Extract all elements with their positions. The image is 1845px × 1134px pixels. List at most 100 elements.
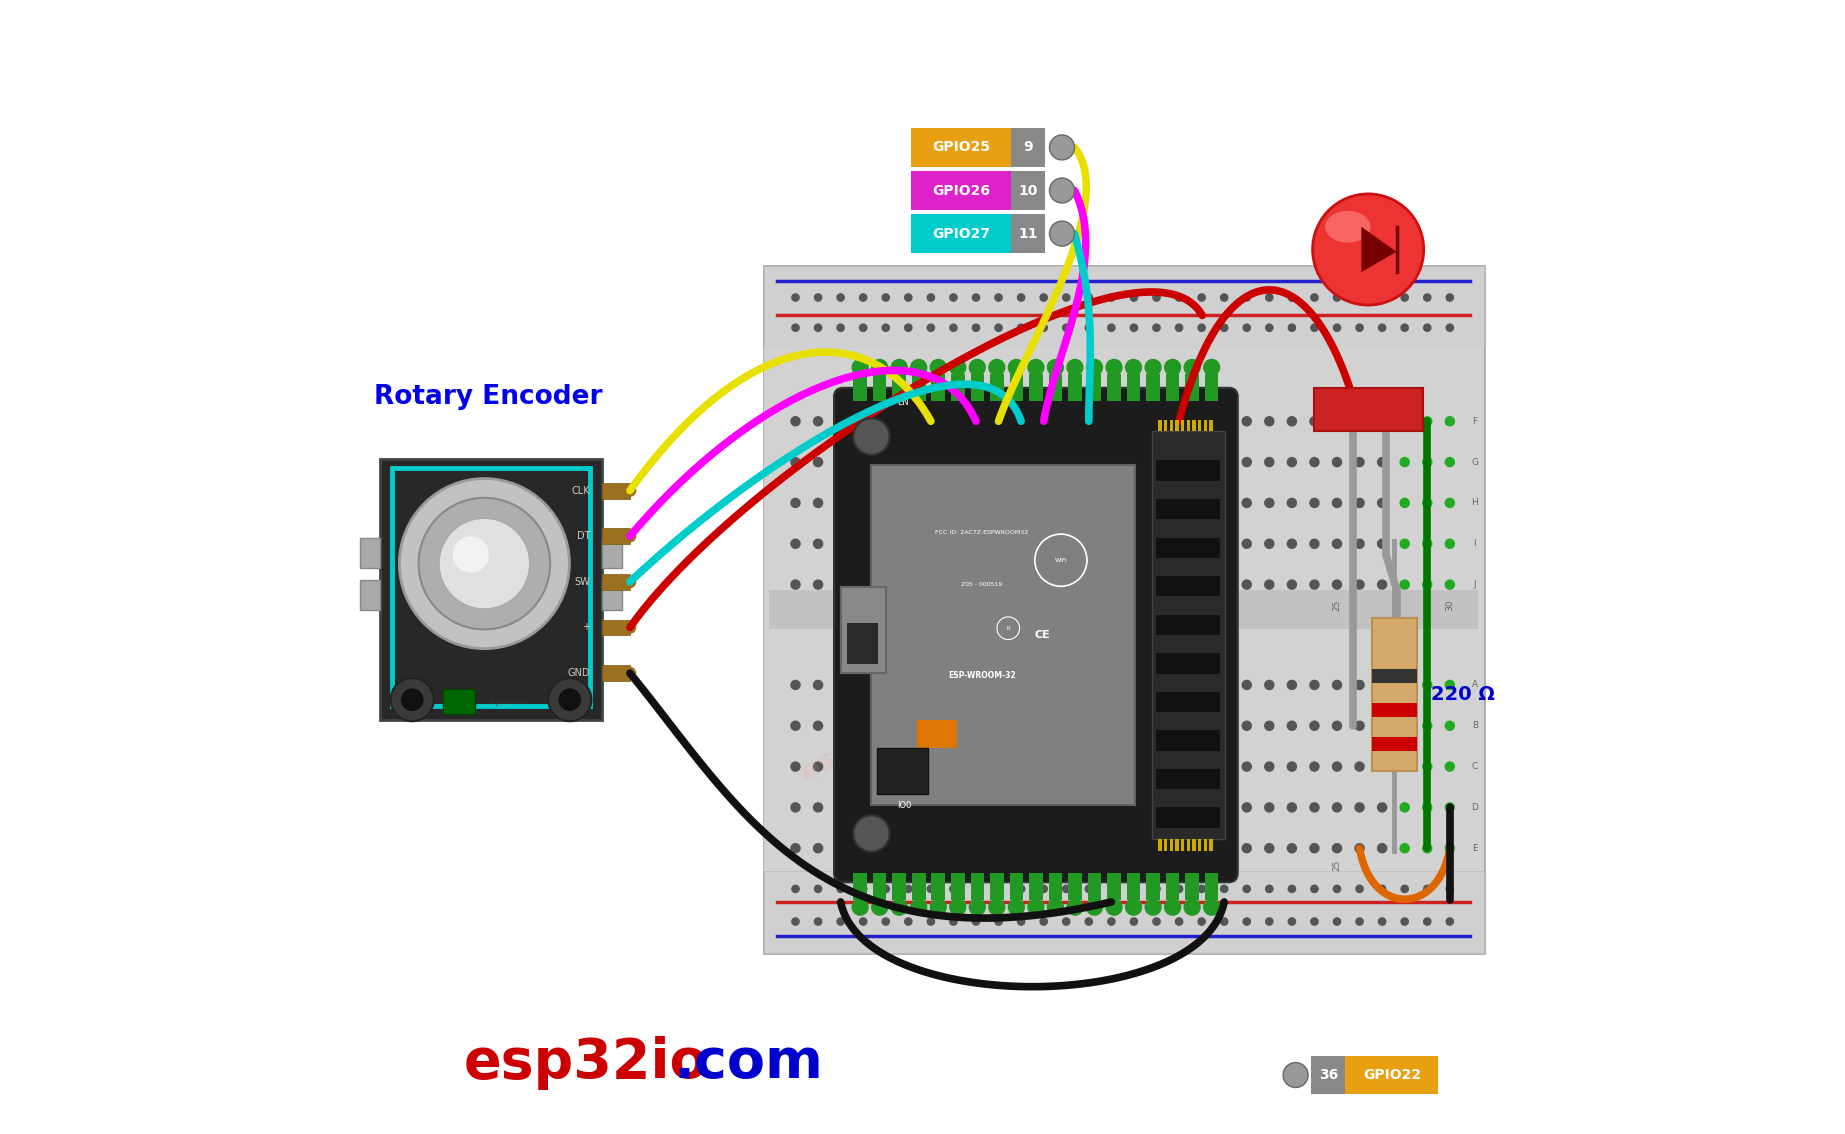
Text: 5: 5: [882, 862, 891, 869]
Circle shape: [1063, 886, 1070, 892]
Text: IO0: IO0: [897, 801, 911, 810]
Bar: [764, 871, 1483, 953]
Circle shape: [1151, 721, 1161, 730]
Bar: [873, 374, 886, 401]
Circle shape: [1310, 417, 1319, 425]
Circle shape: [860, 886, 867, 892]
Bar: [1371, 618, 1417, 771]
Circle shape: [1129, 540, 1138, 548]
Circle shape: [836, 581, 845, 590]
Circle shape: [1017, 417, 1026, 425]
Circle shape: [1220, 417, 1229, 425]
Circle shape: [1061, 417, 1070, 425]
Circle shape: [948, 581, 958, 590]
Circle shape: [1107, 680, 1116, 689]
Text: GPIO26: GPIO26: [932, 184, 991, 197]
Circle shape: [1400, 457, 1410, 467]
Circle shape: [1354, 417, 1363, 425]
Circle shape: [882, 457, 891, 467]
Circle shape: [1039, 417, 1048, 425]
Circle shape: [1085, 457, 1094, 467]
Circle shape: [1220, 540, 1229, 548]
Circle shape: [792, 457, 801, 467]
Bar: [911, 374, 926, 401]
Bar: [1011, 214, 1044, 253]
Text: 10: 10: [994, 599, 1004, 611]
Bar: [911, 214, 1011, 253]
Circle shape: [926, 803, 935, 812]
Circle shape: [1378, 680, 1387, 689]
Bar: [1170, 420, 1173, 431]
Text: CLK: CLK: [572, 485, 590, 496]
Circle shape: [882, 886, 889, 892]
Circle shape: [1446, 886, 1454, 892]
Circle shape: [904, 762, 913, 771]
Circle shape: [1009, 899, 1024, 915]
Circle shape: [1041, 917, 1048, 925]
Circle shape: [1422, 499, 1432, 508]
Circle shape: [1175, 581, 1184, 590]
Circle shape: [1445, 540, 1454, 548]
Circle shape: [994, 417, 1004, 425]
Circle shape: [836, 499, 845, 508]
Circle shape: [1087, 899, 1103, 915]
Circle shape: [969, 899, 985, 915]
Circle shape: [1400, 294, 1408, 302]
Circle shape: [1378, 581, 1387, 590]
Text: GPIO27: GPIO27: [932, 227, 991, 240]
Circle shape: [1378, 540, 1387, 548]
Circle shape: [1153, 917, 1161, 925]
Circle shape: [1085, 540, 1094, 548]
Bar: [1314, 388, 1422, 431]
Circle shape: [1151, 457, 1161, 467]
Circle shape: [860, 294, 867, 302]
Circle shape: [1288, 803, 1297, 812]
Circle shape: [1422, 844, 1432, 853]
Bar: [391, 468, 590, 706]
Circle shape: [1334, 294, 1341, 302]
Circle shape: [1332, 803, 1341, 812]
Bar: [1371, 669, 1417, 683]
Circle shape: [1107, 899, 1122, 915]
Circle shape: [948, 680, 958, 689]
Text: esp32io: esp32io: [463, 1035, 708, 1090]
Circle shape: [1422, 762, 1432, 771]
Circle shape: [1310, 803, 1319, 812]
Circle shape: [1039, 721, 1048, 730]
Bar: [854, 873, 867, 900]
Circle shape: [1242, 721, 1251, 730]
Circle shape: [792, 844, 801, 853]
Circle shape: [1151, 417, 1161, 425]
Circle shape: [1129, 457, 1138, 467]
Bar: [1127, 374, 1140, 401]
Circle shape: [1131, 917, 1138, 925]
Text: 25: 25: [1332, 599, 1341, 611]
Circle shape: [1378, 917, 1386, 925]
Circle shape: [1061, 680, 1070, 689]
Circle shape: [1085, 417, 1094, 425]
Circle shape: [399, 479, 570, 649]
Circle shape: [858, 581, 867, 590]
Circle shape: [972, 417, 980, 425]
Text: H: H: [1470, 499, 1478, 507]
Circle shape: [1184, 899, 1199, 915]
Circle shape: [1282, 1063, 1308, 1088]
Bar: [932, 374, 945, 401]
Bar: [1107, 873, 1120, 900]
Circle shape: [1129, 499, 1138, 508]
Circle shape: [1266, 499, 1273, 508]
Circle shape: [1131, 294, 1138, 302]
Circle shape: [1129, 581, 1138, 590]
Circle shape: [994, 499, 1004, 508]
Circle shape: [1220, 762, 1229, 771]
Bar: [911, 873, 926, 900]
Circle shape: [792, 762, 801, 771]
Circle shape: [1221, 917, 1227, 925]
Circle shape: [904, 581, 913, 590]
Circle shape: [1424, 324, 1432, 331]
Circle shape: [1107, 359, 1122, 375]
Circle shape: [1048, 359, 1063, 375]
Circle shape: [972, 844, 980, 853]
Bar: [764, 266, 1483, 953]
Circle shape: [1041, 886, 1048, 892]
